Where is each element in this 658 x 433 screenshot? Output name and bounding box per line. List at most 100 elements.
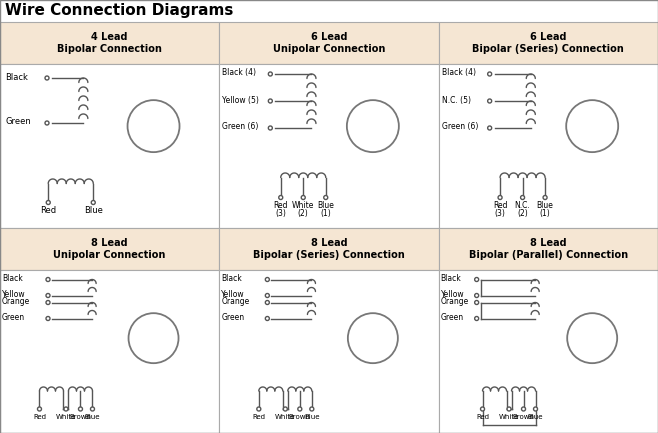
Text: Black: Black: [221, 274, 242, 283]
Text: Bipolar (Series) Connection: Bipolar (Series) Connection: [253, 249, 405, 259]
Circle shape: [310, 407, 314, 411]
Circle shape: [265, 294, 269, 297]
Text: 6 Lead: 6 Lead: [530, 32, 567, 42]
Text: Yellow (5): Yellow (5): [222, 96, 259, 104]
Text: Green (6): Green (6): [222, 123, 259, 132]
Text: Green (6): Green (6): [442, 123, 478, 132]
Bar: [0, 269, 219, 433]
Bar: [0, 22, 219, 64]
Circle shape: [474, 317, 478, 320]
Circle shape: [507, 407, 511, 411]
Circle shape: [488, 99, 492, 103]
Circle shape: [128, 313, 178, 363]
Text: Blue: Blue: [304, 414, 320, 420]
Text: White: White: [499, 414, 519, 420]
Text: Brown: Brown: [289, 414, 311, 420]
Circle shape: [543, 196, 547, 200]
Circle shape: [474, 278, 478, 281]
Text: Black (4): Black (4): [442, 68, 476, 78]
Circle shape: [45, 76, 49, 80]
Bar: [439, 22, 658, 64]
Text: Blue: Blue: [528, 414, 544, 420]
Text: (2): (2): [298, 209, 309, 218]
Bar: [0, 227, 219, 269]
Bar: [219, 269, 439, 433]
Circle shape: [46, 317, 50, 320]
Circle shape: [265, 278, 269, 281]
Text: 8 Lead: 8 Lead: [91, 237, 128, 248]
Bar: [439, 269, 658, 433]
Circle shape: [474, 294, 478, 297]
Text: Blue: Blue: [317, 201, 334, 210]
Text: N.C. (5): N.C. (5): [442, 96, 470, 104]
Text: Red: Red: [40, 206, 57, 215]
Circle shape: [46, 278, 50, 281]
Text: White: White: [292, 201, 315, 210]
Bar: [0, 64, 219, 227]
Circle shape: [301, 196, 305, 200]
Text: Green: Green: [5, 117, 31, 126]
Text: Black: Black: [441, 274, 461, 283]
Circle shape: [46, 200, 50, 204]
Circle shape: [324, 196, 328, 200]
Circle shape: [268, 99, 272, 103]
Circle shape: [488, 72, 492, 76]
Text: White: White: [56, 414, 76, 420]
Circle shape: [474, 301, 478, 304]
Text: (1): (1): [540, 209, 551, 218]
Text: Brown: Brown: [513, 414, 534, 420]
Circle shape: [488, 126, 492, 130]
Circle shape: [498, 196, 502, 200]
Circle shape: [38, 407, 41, 411]
Circle shape: [91, 200, 95, 204]
Bar: [219, 64, 439, 227]
Text: Red: Red: [274, 201, 288, 210]
Circle shape: [91, 407, 95, 411]
Text: (1): (1): [320, 209, 331, 218]
Text: Blue: Blue: [84, 206, 103, 215]
Text: Bipolar (Series) Connection: Bipolar (Series) Connection: [472, 44, 624, 54]
Text: 8 Lead: 8 Lead: [530, 237, 567, 248]
Text: Red: Red: [33, 414, 46, 420]
Bar: [439, 64, 658, 227]
Circle shape: [480, 407, 484, 411]
Circle shape: [45, 121, 49, 125]
Text: Bipolar (Parallel) Connection: Bipolar (Parallel) Connection: [468, 249, 628, 259]
Text: Red: Red: [493, 201, 507, 210]
Text: Black: Black: [5, 72, 28, 81]
Text: Yellow: Yellow: [2, 290, 26, 299]
Circle shape: [46, 301, 50, 304]
Text: Bipolar Connection: Bipolar Connection: [57, 44, 162, 54]
Circle shape: [298, 407, 302, 411]
Text: (3): (3): [495, 209, 505, 218]
Circle shape: [78, 407, 82, 411]
Text: Unipolar Connection: Unipolar Connection: [53, 249, 166, 259]
Text: Unipolar Connection: Unipolar Connection: [273, 44, 385, 54]
Circle shape: [265, 301, 269, 304]
Circle shape: [567, 313, 617, 363]
Circle shape: [284, 407, 288, 411]
Text: Red: Red: [252, 414, 265, 420]
Text: Yellow: Yellow: [441, 290, 465, 299]
Text: (3): (3): [275, 209, 286, 218]
Circle shape: [257, 407, 261, 411]
Text: Green: Green: [441, 313, 464, 322]
Text: Black: Black: [2, 274, 23, 283]
Text: Wire Connection Diagrams: Wire Connection Diagrams: [5, 3, 234, 19]
Bar: [219, 22, 439, 64]
Text: Orange: Orange: [2, 297, 30, 306]
Text: Orange: Orange: [441, 297, 469, 306]
Text: (2): (2): [517, 209, 528, 218]
Circle shape: [268, 126, 272, 130]
Text: Red: Red: [476, 414, 489, 420]
Text: N.C.: N.C.: [515, 201, 530, 210]
Circle shape: [64, 407, 68, 411]
Text: 4 Lead: 4 Lead: [91, 32, 128, 42]
Circle shape: [534, 407, 538, 411]
Circle shape: [265, 317, 269, 320]
Text: 8 Lead: 8 Lead: [311, 237, 347, 248]
Text: Black (4): Black (4): [222, 68, 257, 78]
Circle shape: [279, 196, 283, 200]
Text: Green: Green: [221, 313, 245, 322]
Circle shape: [522, 407, 526, 411]
